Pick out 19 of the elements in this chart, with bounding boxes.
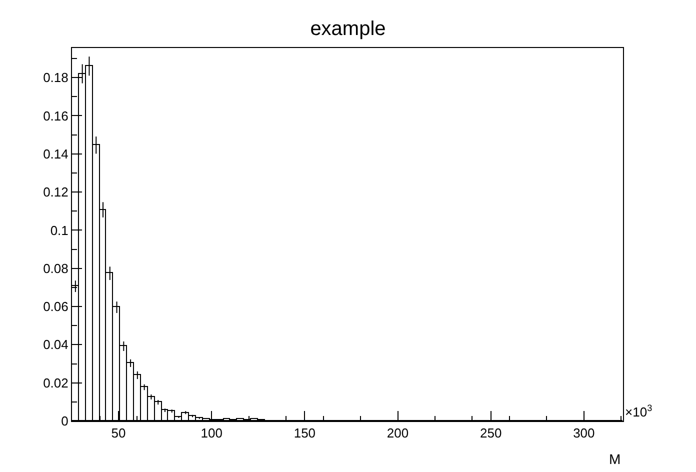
y-tick-label: 0.04 [43, 337, 68, 352]
y-tick-label: 0.12 [43, 184, 68, 200]
x-tick-label: 150 [294, 426, 316, 441]
y-tick-label: 0.18 [43, 70, 68, 86]
y-tick-label: 0.16 [43, 108, 68, 124]
x-tick-label: 200 [386, 426, 409, 441]
x-tick-label: 300 [573, 426, 595, 441]
text: ×10$^{3}$ [625, 403, 652, 420]
y-tick-label: 0.08 [43, 260, 68, 276]
y-tick-label: 0.14 [43, 146, 68, 162]
x-tick-label: 50 [111, 426, 126, 441]
y-tick-label: 0.02 [43, 375, 68, 390]
y-tick-label: 0.06 [43, 299, 68, 314]
chart-title: example [310, 18, 386, 40]
x-axis-title: M [609, 451, 621, 467]
x-tick-label: 250 [480, 426, 502, 441]
y-tick-label: 0.1 [50, 222, 68, 238]
y-tick-label: 0 [61, 414, 68, 429]
x-tick-label: 100 [200, 426, 222, 441]
